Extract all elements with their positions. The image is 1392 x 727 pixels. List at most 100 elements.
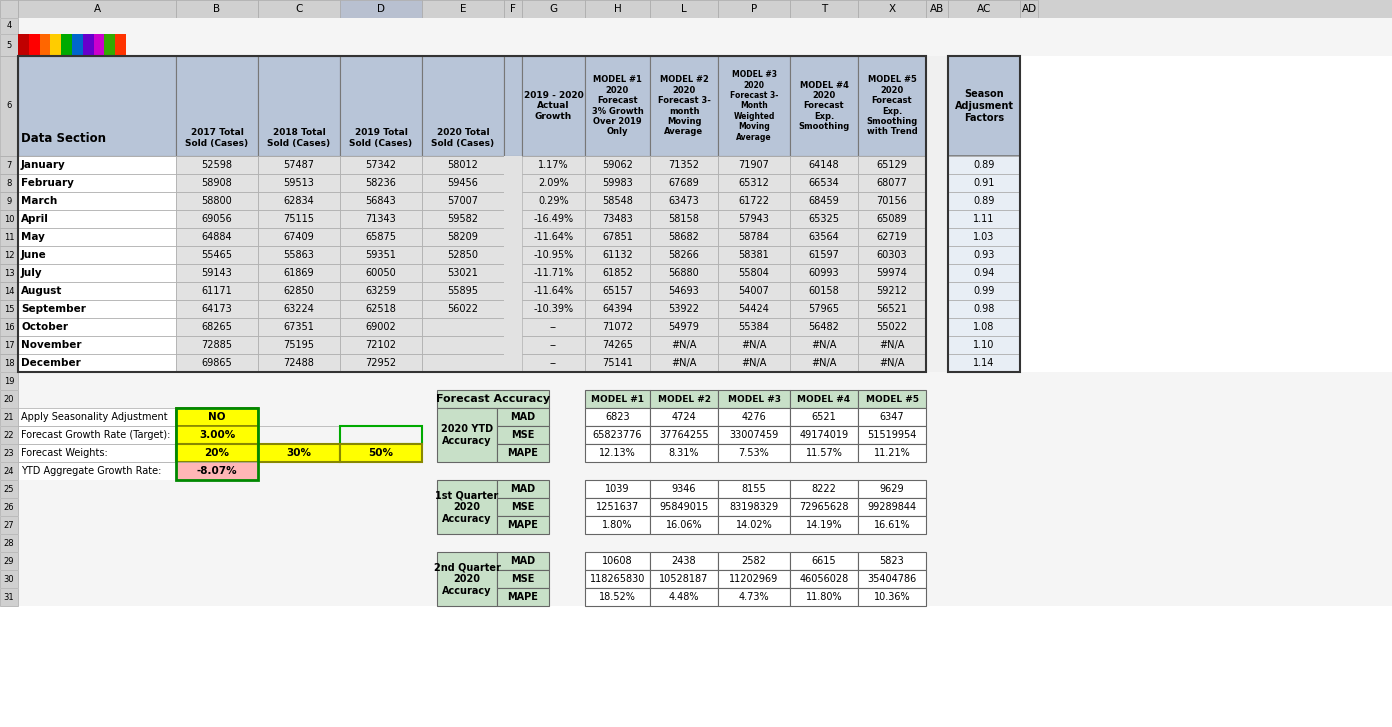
Text: 60050: 60050 xyxy=(366,268,397,278)
Text: 1.10: 1.10 xyxy=(973,340,995,350)
Text: 9629: 9629 xyxy=(880,484,905,494)
Text: 0.98: 0.98 xyxy=(973,304,995,314)
Bar xyxy=(948,192,1020,210)
Bar xyxy=(926,210,948,228)
Bar xyxy=(791,336,857,354)
Bar xyxy=(175,462,258,480)
Bar xyxy=(0,552,1392,570)
Bar xyxy=(258,156,340,174)
Bar xyxy=(422,56,504,156)
Text: 16: 16 xyxy=(4,323,14,332)
Text: 72965628: 72965628 xyxy=(799,502,849,512)
Text: July: July xyxy=(21,268,43,278)
Bar xyxy=(948,354,1020,372)
Bar xyxy=(504,156,522,174)
Bar xyxy=(948,210,1020,228)
Text: 56022: 56022 xyxy=(447,304,479,314)
Bar xyxy=(718,480,791,498)
Bar xyxy=(39,34,50,56)
Text: 11202969: 11202969 xyxy=(729,574,778,584)
Bar xyxy=(585,56,650,156)
Bar xyxy=(61,34,72,56)
Text: 3.00%: 3.00% xyxy=(199,430,235,440)
Text: 18.52%: 18.52% xyxy=(599,592,636,602)
Text: 1st Quarter
2020
Accuracy: 1st Quarter 2020 Accuracy xyxy=(436,491,498,523)
Text: 2438: 2438 xyxy=(672,556,696,566)
Bar xyxy=(718,318,791,336)
Bar xyxy=(585,480,650,498)
Bar xyxy=(522,228,585,246)
Text: 4724: 4724 xyxy=(671,412,696,422)
Text: September: September xyxy=(21,304,86,314)
Text: 69002: 69002 xyxy=(366,322,397,332)
Text: 65325: 65325 xyxy=(809,214,839,224)
Bar xyxy=(504,192,522,210)
Bar xyxy=(857,588,926,606)
Text: 66534: 66534 xyxy=(809,178,839,188)
Text: 4276: 4276 xyxy=(742,412,767,422)
Text: 0.99: 0.99 xyxy=(973,286,995,296)
Text: 56521: 56521 xyxy=(877,304,908,314)
Text: 60993: 60993 xyxy=(809,268,839,278)
Bar xyxy=(650,300,718,318)
Bar xyxy=(718,264,791,282)
Bar xyxy=(791,56,857,156)
Text: 1.11: 1.11 xyxy=(973,214,995,224)
Text: 52850: 52850 xyxy=(447,250,479,260)
Bar xyxy=(0,462,1392,480)
Bar xyxy=(175,156,258,174)
Text: 18: 18 xyxy=(4,358,14,368)
Bar xyxy=(585,516,650,534)
Bar xyxy=(791,426,857,444)
Bar xyxy=(857,192,926,210)
Text: D: D xyxy=(377,4,386,14)
Text: 58548: 58548 xyxy=(603,196,633,206)
Text: Season
Adjusment
Factors: Season Adjusment Factors xyxy=(955,89,1013,123)
Text: 8222: 8222 xyxy=(812,484,837,494)
Text: 12: 12 xyxy=(4,251,14,260)
Bar xyxy=(258,246,340,264)
Text: -10.39%: -10.39% xyxy=(533,304,574,314)
Bar xyxy=(857,426,926,444)
Bar xyxy=(585,444,650,462)
Bar xyxy=(926,0,948,18)
Text: 68077: 68077 xyxy=(877,178,908,188)
Text: MODEL #1
2020
Forecast
3% Growth
Over 2019
Only: MODEL #1 2020 Forecast 3% Growth Over 20… xyxy=(592,76,643,137)
Text: 68459: 68459 xyxy=(809,196,839,206)
Bar xyxy=(422,210,504,228)
Text: MAPE: MAPE xyxy=(508,520,539,530)
Bar xyxy=(258,426,340,444)
Text: 6521: 6521 xyxy=(812,412,837,422)
Text: 2017 Total
Sold (Cases): 2017 Total Sold (Cases) xyxy=(185,128,249,148)
Text: 53922: 53922 xyxy=(668,304,700,314)
Bar xyxy=(718,156,791,174)
Text: 65129: 65129 xyxy=(877,160,908,170)
Text: 61869: 61869 xyxy=(284,268,315,278)
Bar xyxy=(857,0,926,18)
Text: 63259: 63259 xyxy=(366,286,397,296)
Bar xyxy=(926,174,948,192)
Text: YTD Aggregate Growth Rate:: YTD Aggregate Growth Rate: xyxy=(21,466,161,476)
Text: 28: 28 xyxy=(4,539,14,547)
Bar xyxy=(585,264,650,282)
Text: 22: 22 xyxy=(4,430,14,440)
Bar xyxy=(0,426,1392,444)
Bar xyxy=(650,192,718,210)
Bar xyxy=(857,228,926,246)
Text: 59582: 59582 xyxy=(447,214,479,224)
Text: 20%: 20% xyxy=(205,448,230,458)
Text: 58381: 58381 xyxy=(739,250,770,260)
Bar xyxy=(857,480,926,498)
Bar xyxy=(504,174,522,192)
Bar xyxy=(340,156,422,174)
Bar xyxy=(497,426,548,444)
Bar xyxy=(926,264,948,282)
Bar xyxy=(522,318,585,336)
Text: 10: 10 xyxy=(4,214,14,223)
Bar xyxy=(340,300,422,318)
Bar xyxy=(791,300,857,318)
Text: 1.14: 1.14 xyxy=(973,358,995,368)
Bar xyxy=(1020,0,1038,18)
Bar xyxy=(522,210,585,228)
Bar xyxy=(650,390,718,408)
